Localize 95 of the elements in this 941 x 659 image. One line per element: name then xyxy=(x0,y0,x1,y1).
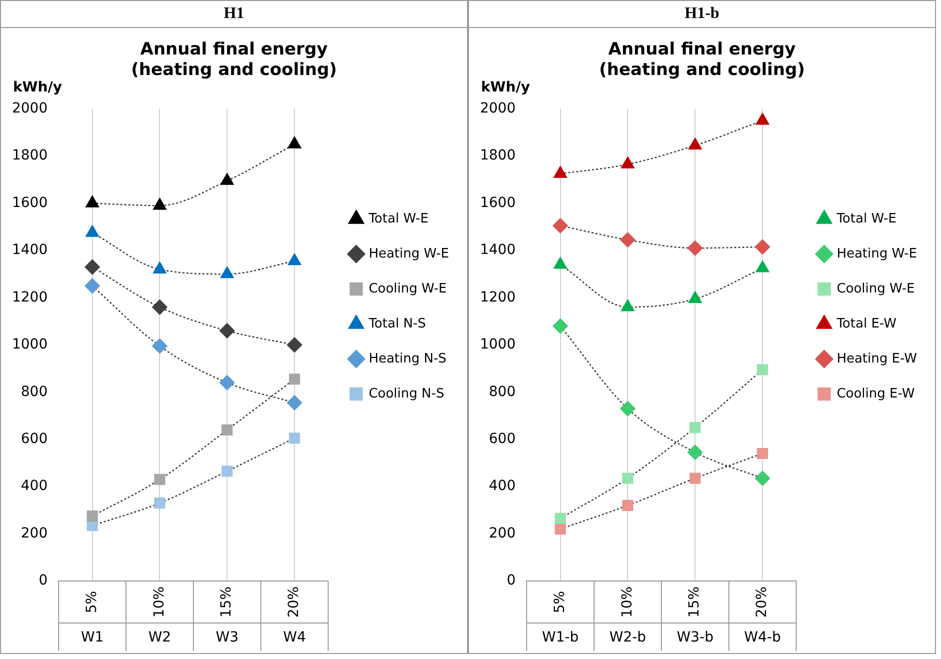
legend-label: Heating N-S xyxy=(368,351,446,366)
point xyxy=(152,338,168,354)
y-axis-title: kWh/y xyxy=(13,79,62,96)
point xyxy=(288,374,300,385)
y-tick-label: 800 xyxy=(488,384,516,400)
point xyxy=(220,266,234,278)
x-tick-label: 5% W1 xyxy=(80,590,104,646)
y-tick-label: 1200 xyxy=(12,289,48,306)
legend-label: Total E-W xyxy=(836,316,897,332)
point xyxy=(152,300,168,315)
y-tick-label: 0 xyxy=(506,572,516,589)
point xyxy=(622,500,634,511)
y-tick-label: 1800 xyxy=(480,148,516,164)
point xyxy=(84,278,100,294)
y-tick-label: 1400 xyxy=(480,242,516,258)
point xyxy=(288,432,300,444)
point xyxy=(756,260,770,272)
point xyxy=(86,510,98,522)
point xyxy=(621,156,634,168)
point xyxy=(688,444,703,460)
legend-label: Total N-S xyxy=(368,316,426,332)
point xyxy=(754,239,770,255)
point xyxy=(552,218,568,234)
legend-label: Cooling W-E xyxy=(836,281,915,296)
x-tick-label: 20% W4 xyxy=(283,586,306,646)
x-tick-label: 5% W1-b xyxy=(542,590,579,646)
point xyxy=(688,240,703,256)
legend-label: Heating W-E xyxy=(368,246,450,262)
y-tick-label: 400 xyxy=(20,478,48,494)
point xyxy=(222,424,233,436)
x-tick-label: 10% W2 xyxy=(148,586,172,646)
point xyxy=(554,166,567,178)
y-tick-label: 1000 xyxy=(480,336,516,353)
point xyxy=(220,375,235,390)
point xyxy=(153,262,166,274)
point xyxy=(688,291,702,303)
y-tick-label: 800 xyxy=(20,384,48,400)
point xyxy=(286,395,302,410)
point xyxy=(220,323,235,338)
point xyxy=(756,113,770,125)
point xyxy=(554,257,567,269)
y-tick-label: 600 xyxy=(20,430,48,447)
y-tick-label: 0 xyxy=(38,572,48,589)
y-tick-label: 400 xyxy=(488,478,516,494)
point xyxy=(756,448,768,460)
point xyxy=(690,472,701,484)
point xyxy=(286,337,302,352)
point xyxy=(690,422,701,434)
point xyxy=(621,300,634,312)
point xyxy=(288,136,302,148)
chart-title: H1 xyxy=(1,1,467,28)
x-tick-label: 15% W3-b xyxy=(676,586,714,646)
legend-label: Cooling E-W xyxy=(836,386,915,402)
point xyxy=(153,198,166,210)
y-tick-label: 200 xyxy=(488,525,516,542)
point xyxy=(222,466,233,477)
y-tick-label: 1800 xyxy=(12,148,48,164)
y-tick-label: 600 xyxy=(488,430,516,447)
legend-label: Cooling N-S xyxy=(368,386,444,402)
x-tick-label: 10% W2-b xyxy=(609,586,646,646)
y-tick-label: 1600 xyxy=(12,194,48,211)
y-axis-title: kWh/y xyxy=(481,79,530,96)
y-tick-label: 200 xyxy=(20,525,48,542)
point xyxy=(754,470,770,486)
point xyxy=(620,401,636,416)
legend-label: Cooling W-E xyxy=(368,281,447,296)
point xyxy=(84,259,100,275)
point xyxy=(554,524,566,535)
y-tick-label: 1400 xyxy=(12,242,48,258)
point xyxy=(154,498,166,509)
y-tick-label: 1600 xyxy=(480,194,516,211)
y-tick-label: 1200 xyxy=(480,289,516,306)
point xyxy=(86,196,99,208)
legend-label: Total W-E xyxy=(836,211,896,226)
y-tick-label: 2000 xyxy=(480,100,516,116)
point xyxy=(552,318,568,334)
x-tick-label: 20% W4-b xyxy=(744,586,781,646)
chart-subtitle: Annual final energy (heating and cooling) xyxy=(131,40,337,80)
y-tick-label: 2000 xyxy=(12,100,48,116)
point xyxy=(756,364,768,376)
point xyxy=(220,173,234,185)
y-tick-label: 1000 xyxy=(12,336,48,353)
x-tick-label: 15% W3 xyxy=(216,586,238,646)
point xyxy=(154,474,166,486)
point xyxy=(86,225,99,237)
point xyxy=(622,472,634,484)
point xyxy=(554,512,566,524)
legend-label: Heating E-W xyxy=(836,351,918,366)
chart-subtitle: Annual final energy (heating and cooling) xyxy=(599,40,805,80)
chart-title: H1-b xyxy=(469,1,935,28)
legend-label: Total W-E xyxy=(368,211,428,226)
point xyxy=(288,253,302,266)
legend-label: Heating W-E xyxy=(836,246,918,262)
point xyxy=(688,138,702,150)
point xyxy=(620,232,636,248)
